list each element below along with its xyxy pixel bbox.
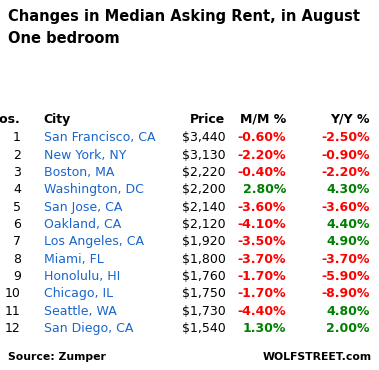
Text: Y/Y %: Y/Y % xyxy=(330,113,370,126)
Text: -1.70%: -1.70% xyxy=(238,287,286,300)
Text: San Jose, CA: San Jose, CA xyxy=(44,201,122,213)
Text: 6: 6 xyxy=(13,218,21,231)
Text: -3.60%: -3.60% xyxy=(321,201,370,213)
Text: 1: 1 xyxy=(13,131,21,144)
Text: M/M %: M/M % xyxy=(240,113,286,126)
Text: 2.00%: 2.00% xyxy=(326,322,370,335)
Text: New York, NY: New York, NY xyxy=(44,149,126,162)
Text: -1.70%: -1.70% xyxy=(238,270,286,283)
Text: 1.30%: 1.30% xyxy=(243,322,286,335)
Text: City: City xyxy=(44,113,71,126)
Text: 8: 8 xyxy=(13,253,21,266)
Text: 9: 9 xyxy=(13,270,21,283)
Text: $2,140: $2,140 xyxy=(182,201,226,213)
Text: -2.20%: -2.20% xyxy=(321,166,370,179)
Text: $3,130: $3,130 xyxy=(182,149,226,162)
Text: -3.70%: -3.70% xyxy=(321,253,370,266)
Text: 2.80%: 2.80% xyxy=(243,183,286,196)
Text: -8.90%: -8.90% xyxy=(321,287,370,300)
Text: San Francisco, CA: San Francisco, CA xyxy=(44,131,155,144)
Text: -4.10%: -4.10% xyxy=(238,218,286,231)
Text: 7: 7 xyxy=(13,235,21,248)
Text: $2,200: $2,200 xyxy=(182,183,226,196)
Text: Pos.: Pos. xyxy=(0,113,21,126)
Text: Honolulu, HI: Honolulu, HI xyxy=(44,270,120,283)
Text: $3,440: $3,440 xyxy=(182,131,226,144)
Text: -3.50%: -3.50% xyxy=(238,235,286,248)
Text: 4.30%: 4.30% xyxy=(326,183,370,196)
Text: -4.40%: -4.40% xyxy=(238,305,286,317)
Text: -0.90%: -0.90% xyxy=(321,149,370,162)
Text: -2.50%: -2.50% xyxy=(321,131,370,144)
Text: Miami, FL: Miami, FL xyxy=(44,253,103,266)
Text: 3: 3 xyxy=(13,166,21,179)
Text: $1,750: $1,750 xyxy=(182,287,226,300)
Text: 5: 5 xyxy=(13,201,21,213)
Text: Chicago, IL: Chicago, IL xyxy=(44,287,113,300)
Text: $2,220: $2,220 xyxy=(182,166,226,179)
Text: San Diego, CA: San Diego, CA xyxy=(44,322,133,335)
Text: -3.70%: -3.70% xyxy=(238,253,286,266)
Text: Seattle, WA: Seattle, WA xyxy=(44,305,116,317)
Text: -0.40%: -0.40% xyxy=(238,166,286,179)
Text: -3.60%: -3.60% xyxy=(238,201,286,213)
Text: Changes in Median Asking Rent, in August: Changes in Median Asking Rent, in August xyxy=(8,9,360,24)
Text: 11: 11 xyxy=(5,305,21,317)
Text: $1,920: $1,920 xyxy=(182,235,226,248)
Text: -0.60%: -0.60% xyxy=(238,131,286,144)
Text: Source: Zumper: Source: Zumper xyxy=(8,352,105,362)
Text: 10: 10 xyxy=(5,287,21,300)
Text: 4: 4 xyxy=(13,183,21,196)
Text: $1,540: $1,540 xyxy=(182,322,226,335)
Text: 4.80%: 4.80% xyxy=(326,305,370,317)
Text: WOLFSTREET.com: WOLFSTREET.com xyxy=(262,352,371,362)
Text: -5.90%: -5.90% xyxy=(321,270,370,283)
Text: Price: Price xyxy=(190,113,226,126)
Text: $1,730: $1,730 xyxy=(182,305,226,317)
Text: 4.90%: 4.90% xyxy=(326,235,370,248)
Text: Oakland, CA: Oakland, CA xyxy=(44,218,121,231)
Text: $2,120: $2,120 xyxy=(182,218,226,231)
Text: $1,800: $1,800 xyxy=(182,253,226,266)
Text: One bedroom: One bedroom xyxy=(8,31,119,47)
Text: 4.40%: 4.40% xyxy=(326,218,370,231)
Text: Boston, MA: Boston, MA xyxy=(44,166,114,179)
Text: Washington, DC: Washington, DC xyxy=(44,183,144,196)
Text: Los Angeles, CA: Los Angeles, CA xyxy=(44,235,144,248)
Text: -2.20%: -2.20% xyxy=(238,149,286,162)
Text: $1,760: $1,760 xyxy=(182,270,226,283)
Text: 2: 2 xyxy=(13,149,21,162)
Text: 12: 12 xyxy=(5,322,21,335)
